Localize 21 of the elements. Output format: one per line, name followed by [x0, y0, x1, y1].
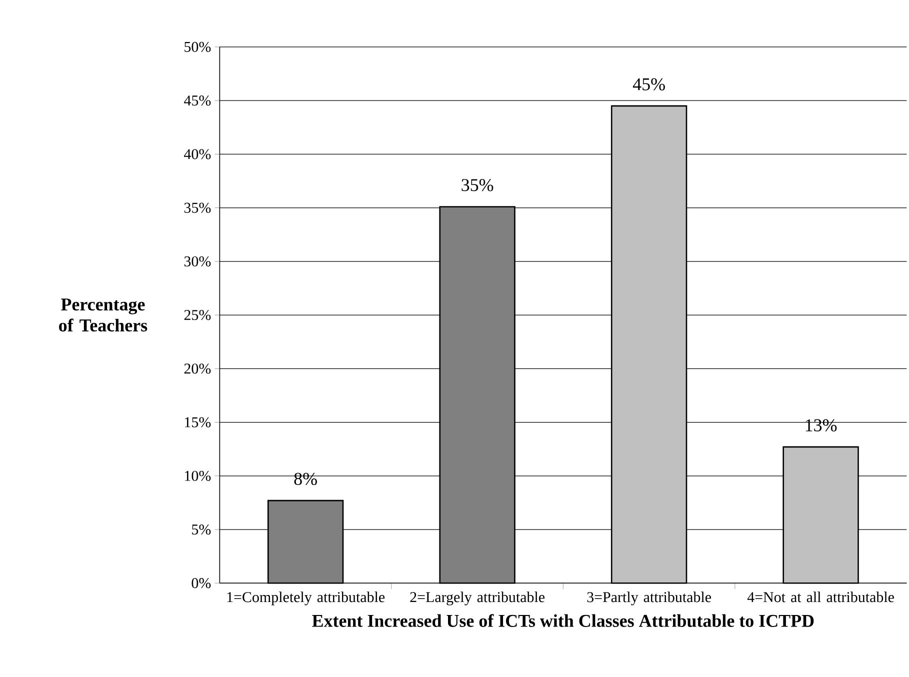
y-tick-label: 15% [185, 417, 211, 428]
x-tick-label: 4=Not at all attributable [747, 592, 894, 602]
y-tick-label: 25% [184, 310, 211, 320]
y-tick-label: 40% [184, 149, 211, 160]
y-tick-label: 35% [184, 202, 211, 213]
data-label: 13% [806, 419, 837, 432]
y-tick-label: 0% [192, 578, 211, 588]
y-axis-title: Percentage of Teachers [59, 298, 148, 332]
y-tick-label: 50% [184, 42, 211, 52]
data-label: 35% [462, 179, 494, 192]
x-tick-label: 1=Completely attributable [227, 592, 385, 606]
data-label: 45% [632, 78, 665, 90]
y-tick-label: 45% [184, 95, 211, 106]
y-tick-label: 20% [184, 364, 211, 374]
x-tick-label: 2=Largely attributable [410, 592, 545, 606]
x-tick-label: 3=Partly attributable [587, 592, 711, 606]
data-label: 8% [294, 472, 317, 486]
y-tick-label: 10% [185, 470, 211, 481]
y-tick-label: 30% [184, 256, 211, 266]
y-tick-label: 5% [192, 524, 211, 535]
x-axis-title: Extent Increased Use of ICTs with Classes Attributable to ICTPD [312, 614, 814, 628]
